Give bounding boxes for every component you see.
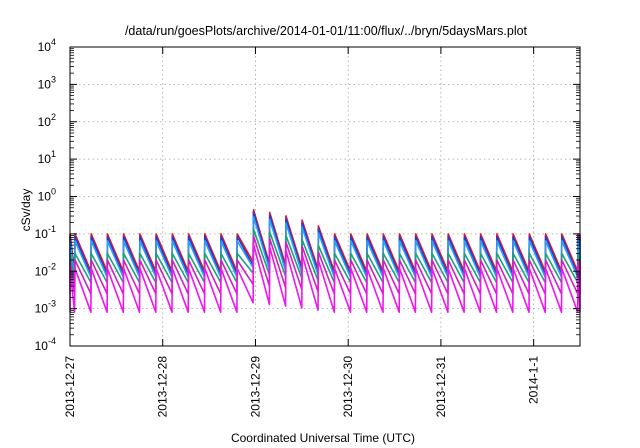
grid <box>70 47 580 346</box>
y-tick-label: 104 <box>38 37 56 54</box>
y-tick-label: 100 <box>38 187 56 204</box>
series-line-4 <box>69 228 581 284</box>
x-axis-label: Coordinated Universal Time (UTC) <box>231 431 415 445</box>
y-tick-label: 102 <box>38 112 56 129</box>
series-line-3 <box>69 215 581 278</box>
x-tick-label: 2013-12-28 <box>156 356 170 418</box>
y-tick-label: 10-4 <box>35 336 56 353</box>
y-axis-label: cSv/day <box>19 189 33 232</box>
y-tick-label: 101 <box>38 149 56 166</box>
x-tick-label: 2013-12-29 <box>248 356 262 418</box>
x-tick-label: 2014-1-1 <box>527 356 541 404</box>
series-line-5 <box>69 235 581 295</box>
chart-title: /data/run/goesPlots/archive/2014-01-01/1… <box>125 24 528 38</box>
y-tick-label: 103 <box>38 74 56 91</box>
y-tick-label: 10-2 <box>35 261 56 278</box>
series-lines <box>69 208 581 313</box>
series-line-6 <box>69 243 581 313</box>
series-line-1 <box>69 208 581 273</box>
x-tick-label: 2013-12-30 <box>341 356 355 418</box>
y-tick-label: 10-3 <box>35 299 56 316</box>
series-line-2 <box>69 211 581 276</box>
x-tick-label: 2013-12-27 <box>63 356 77 418</box>
axis-ticks: 10-4 10-3 10-2 10-1 100 101 102 103 104 2013-12-2… <box>35 37 580 417</box>
x-tick-label: 2013-12-31 <box>434 356 448 418</box>
y-tick-label: 10-1 <box>35 224 56 241</box>
